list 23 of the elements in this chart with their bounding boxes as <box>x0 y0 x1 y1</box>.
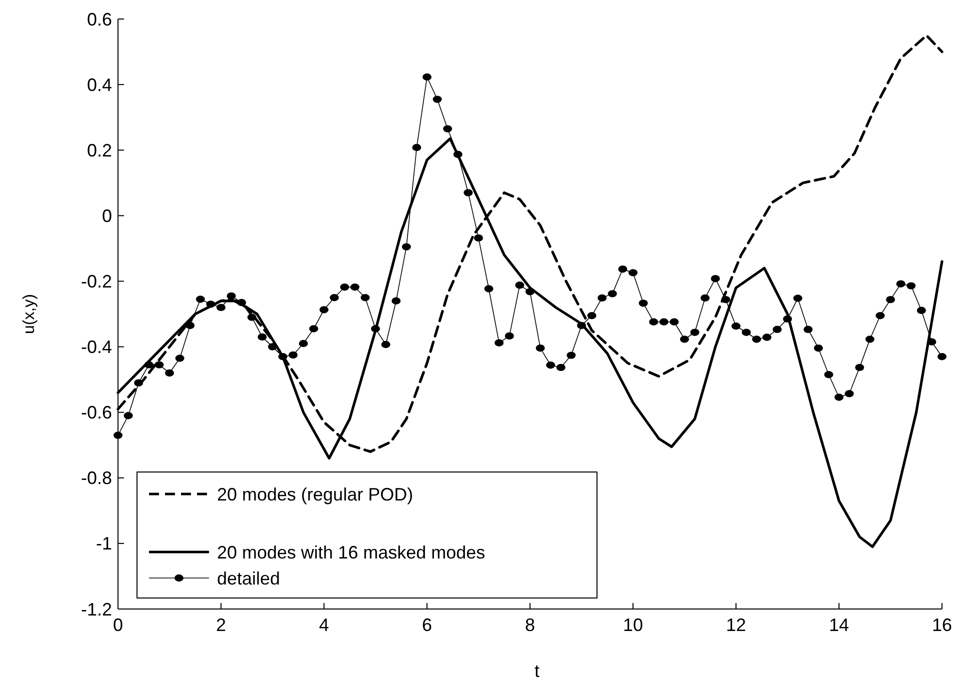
y-tick-label: -0.4 <box>80 337 112 358</box>
legend-label: 20 modes with 16 masked modes <box>217 542 486 562</box>
x-tick-label: 4 <box>318 615 330 635</box>
y-tick-label: -0.8 <box>80 468 112 488</box>
x-tick-label: 10 <box>622 615 644 635</box>
y-axis-title: u(x,y) <box>21 294 38 334</box>
y-tick-label: 0.2 <box>86 140 112 160</box>
x-tick-label: 16 <box>932 615 952 635</box>
x-tick-label: 6 <box>422 615 432 635</box>
y-tick-label: 0 <box>102 206 112 226</box>
legend-label: 20 modes (regular POD) <box>217 484 414 504</box>
y-tick-label: -0.6 <box>80 402 112 423</box>
x-axis-title: t <box>534 661 540 681</box>
x-tick-label: 8 <box>524 615 536 635</box>
y-tick-label: 0.4 <box>86 74 112 95</box>
y-tick-label: 0.6 <box>86 9 112 30</box>
y-tick-label: -1.2 <box>80 599 112 620</box>
legend-label: detailed <box>217 568 280 588</box>
x-tick-label: 2 <box>216 615 226 635</box>
x-tick-label: 14 <box>828 615 850 635</box>
x-tick-label: 12 <box>726 615 746 635</box>
y-tick-label: -0.2 <box>80 272 112 292</box>
y-tick-label: -1 <box>96 534 112 554</box>
